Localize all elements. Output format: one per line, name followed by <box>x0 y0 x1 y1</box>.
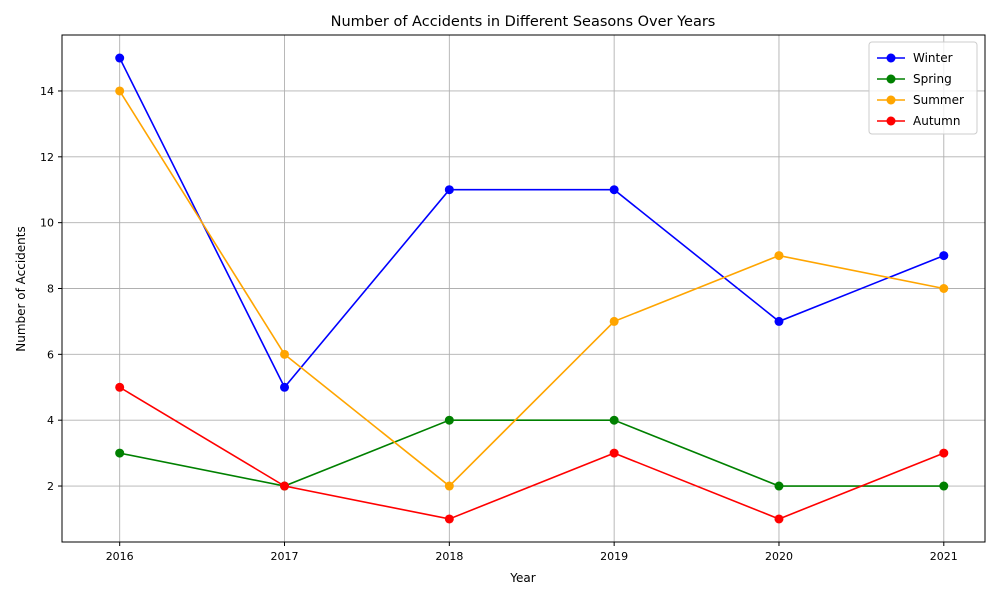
grid-layer <box>62 35 985 542</box>
data-point-spring <box>774 481 784 491</box>
y-tick-label: 10 <box>40 217 54 230</box>
data-point-winter <box>774 316 784 326</box>
y-tick-label: 8 <box>47 283 54 296</box>
series-line-spring <box>119 419 944 487</box>
series-summer <box>115 86 949 491</box>
y-tick-label: 14 <box>40 85 54 98</box>
series-winter <box>115 53 949 392</box>
y-tick-label: 2 <box>47 480 54 493</box>
data-point-autumn <box>939 448 949 458</box>
y-axis-label: Number of Accidents <box>14 226 28 352</box>
axes-layer: 2016 2017 2018 2019 2020 2021 2 4 6 8 10 12 14 <box>40 34 986 563</box>
data-point-summer <box>115 86 125 96</box>
series-spring <box>115 415 949 491</box>
series-line-autumn <box>119 386 945 520</box>
legend-label: Winter <box>913 51 953 65</box>
x-tick-label: 2017 <box>271 550 299 563</box>
x-tick-label: 2021 <box>930 550 958 563</box>
x-axis-label: Year <box>509 571 535 585</box>
legend-box <box>868 41 978 135</box>
chart-title: Number of Accidents in Different Seasons… <box>331 14 716 30</box>
series-line-summer <box>119 90 944 488</box>
data-point-summer <box>609 316 619 326</box>
legend-label: Spring <box>913 72 952 86</box>
data-point-autumn <box>280 481 290 491</box>
data-point-spring <box>115 448 125 458</box>
series-line-winter <box>118 57 945 389</box>
series-layer <box>115 53 949 524</box>
data-point-winter <box>939 251 949 261</box>
x-tick-label: 2020 <box>765 550 793 563</box>
x-tick-label: 2016 <box>106 550 134 563</box>
legend: Winter Spring Summer Autumn <box>868 41 978 135</box>
data-point-winter <box>609 185 619 195</box>
data-point-spring <box>444 415 454 425</box>
legend-label: Summer <box>913 93 964 107</box>
y-tick-label: 12 <box>40 151 54 164</box>
data-point-autumn <box>609 448 619 458</box>
legend-swatch-marker <box>886 74 896 84</box>
legend-item-spring: Spring <box>877 72 952 86</box>
data-point-winter <box>115 53 125 63</box>
data-point-winter <box>280 382 290 392</box>
legend-swatch-marker <box>886 53 896 63</box>
legend-swatch-marker <box>886 116 896 126</box>
data-point-spring <box>939 481 949 491</box>
legend-item-autumn: Autumn <box>877 114 960 128</box>
legend-item-winter: Winter <box>877 51 953 65</box>
x-tick-label: 2019 <box>600 550 628 563</box>
legend-item-summer: Summer <box>877 93 964 107</box>
legend-label: Autumn <box>913 114 960 128</box>
data-point-summer <box>774 251 784 261</box>
data-point-summer <box>280 349 290 359</box>
data-point-autumn <box>115 382 125 392</box>
data-point-autumn <box>444 514 454 524</box>
data-point-winter <box>444 185 454 195</box>
data-point-summer <box>444 481 454 491</box>
y-tick-label: 6 <box>47 348 54 361</box>
data-point-autumn <box>774 514 784 524</box>
legend-swatch-marker <box>886 95 896 105</box>
series-autumn <box>115 382 949 524</box>
data-point-spring <box>609 415 619 425</box>
x-tick-label: 2018 <box>435 550 463 563</box>
plot-frame <box>61 34 986 543</box>
data-point-summer <box>939 284 949 293</box>
y-tick-label: 4 <box>47 414 54 427</box>
